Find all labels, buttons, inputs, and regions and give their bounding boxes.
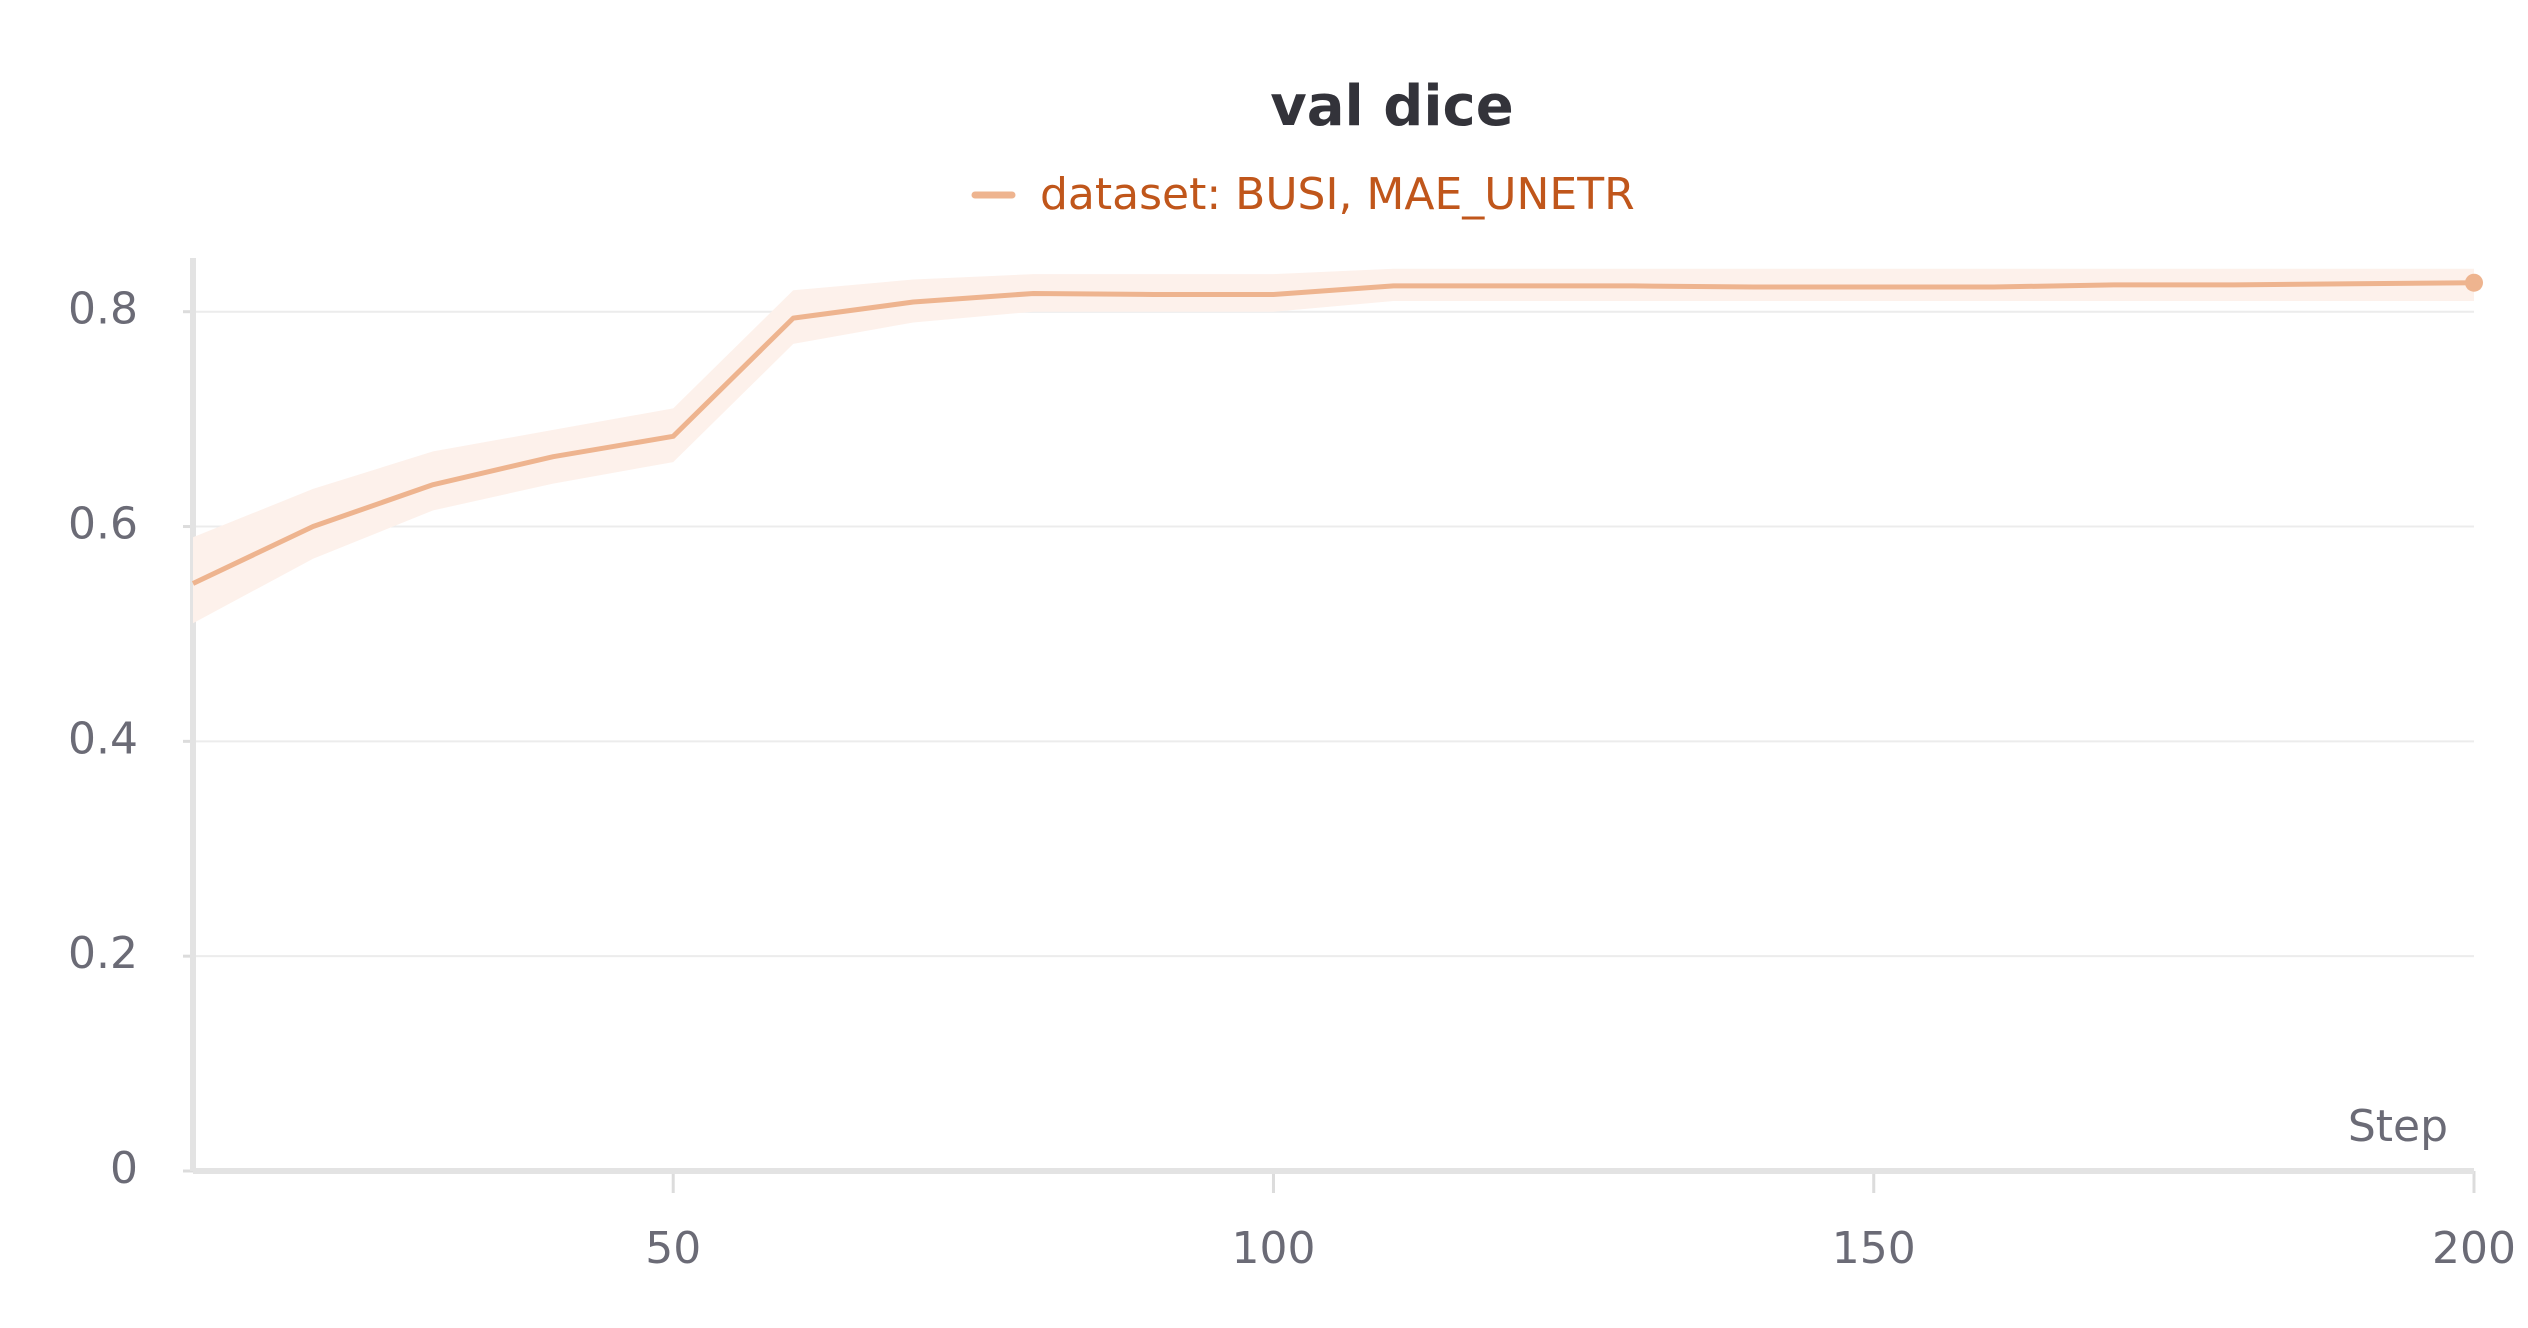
band	[193, 268, 2474, 624]
y-tick-label: 0.2	[68, 928, 138, 979]
x-axis-label: Step	[2348, 1101, 2448, 1152]
y-tick-label: 0.8	[68, 284, 138, 335]
end-point	[2465, 273, 2483, 292]
chart-title: val dice	[1270, 74, 1513, 139]
y-tick-label: 0.4	[68, 713, 138, 764]
x-tick-label: 200	[2432, 1223, 2516, 1274]
legend-label: dataset: BUSI, MAE_UNETR	[1040, 169, 1635, 220]
x-tick-label: 100	[1231, 1223, 1315, 1274]
y-tick-label: 0	[110, 1143, 138, 1194]
x-tick-label: 50	[645, 1223, 701, 1274]
line	[191, 280, 2475, 586]
x-tick-label: 150	[1832, 1223, 1916, 1274]
y-tick-label: 0.6	[68, 499, 138, 550]
